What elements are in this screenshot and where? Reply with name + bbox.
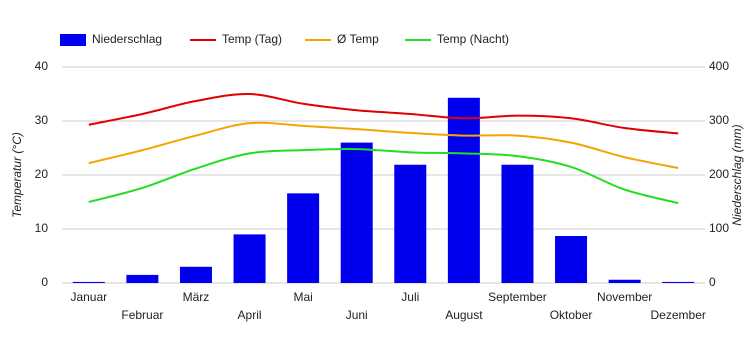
x-tick-label: Januar bbox=[70, 290, 107, 304]
bar bbox=[662, 281, 695, 283]
bar bbox=[72, 281, 105, 283]
y-tick-label: 0 bbox=[41, 275, 48, 289]
x-tick-label: Juni bbox=[346, 308, 368, 322]
x-tick-label: April bbox=[238, 308, 262, 322]
bar bbox=[608, 279, 641, 283]
y-tick-label: 20 bbox=[35, 167, 49, 181]
x-tick-label: September bbox=[488, 290, 547, 304]
bar bbox=[447, 97, 480, 283]
x-tick-label: März bbox=[183, 290, 210, 304]
bar bbox=[340, 142, 373, 283]
y-tick-label: 30 bbox=[35, 113, 49, 127]
y-tick-label: 10 bbox=[35, 221, 49, 235]
line bbox=[88, 92, 679, 135]
x-tick-label: Juli bbox=[401, 290, 419, 304]
legend-label: Niederschlag bbox=[92, 32, 162, 46]
legend-swatch bbox=[60, 34, 86, 46]
legend-label: Temp (Nacht) bbox=[437, 32, 509, 46]
x-tick-label: Dezember bbox=[651, 308, 706, 322]
bar bbox=[179, 266, 212, 283]
y2-tick-label: 200 bbox=[709, 167, 729, 181]
y-tick-label: 40 bbox=[35, 59, 49, 73]
x-tick-label: November bbox=[597, 290, 652, 304]
bar bbox=[126, 274, 159, 283]
line bbox=[88, 147, 679, 205]
y2-tick-label: 300 bbox=[709, 113, 729, 127]
x-tick-label: August bbox=[445, 308, 483, 322]
y2-tick-label: 100 bbox=[709, 221, 729, 235]
bar bbox=[501, 164, 534, 283]
line bbox=[88, 121, 679, 169]
x-tick-label: Mai bbox=[293, 290, 312, 304]
bar bbox=[555, 236, 588, 283]
y2-axis-title: Niederschlag (mm) bbox=[730, 124, 744, 225]
bar bbox=[287, 193, 320, 283]
x-tick-label: Oktober bbox=[550, 308, 593, 322]
bar bbox=[394, 164, 427, 283]
x-tick-label: Februar bbox=[121, 308, 163, 322]
bar bbox=[233, 234, 266, 283]
y2-tick-label: 400 bbox=[709, 59, 729, 73]
y-axis-title: Temperatur (°C) bbox=[10, 132, 24, 218]
legend-label: Temp (Tag) bbox=[222, 32, 282, 46]
legend-label: Ø Temp bbox=[337, 32, 379, 46]
y2-tick-label: 0 bbox=[709, 275, 716, 289]
